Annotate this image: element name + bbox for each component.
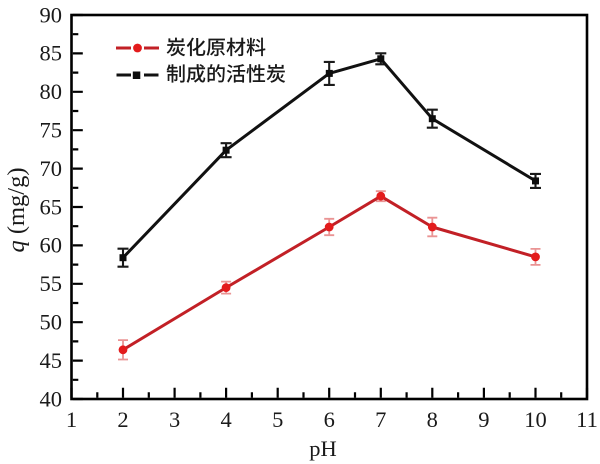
- svg-text:6: 6: [324, 407, 335, 432]
- svg-text:1: 1: [66, 407, 77, 432]
- svg-text:7: 7: [375, 407, 386, 432]
- svg-text:q (mg/g): q (mg/g): [3, 167, 30, 252]
- svg-text:55: 55: [40, 271, 63, 296]
- svg-text:45: 45: [40, 348, 63, 373]
- svg-text:80: 80: [40, 79, 63, 104]
- svg-text:9: 9: [478, 407, 489, 432]
- svg-text:40: 40: [40, 386, 63, 411]
- svg-text:60: 60: [40, 233, 63, 258]
- svg-text:10: 10: [524, 407, 547, 432]
- svg-text:65: 65: [40, 194, 63, 219]
- svg-text:90: 90: [40, 2, 63, 27]
- svg-text:85: 85: [40, 41, 63, 66]
- svg-text:8: 8: [427, 407, 438, 432]
- svg-text:3: 3: [169, 407, 180, 432]
- svg-text:75: 75: [40, 118, 63, 143]
- svg-text:pH: pH: [309, 436, 337, 461]
- svg-text:50: 50: [40, 310, 63, 335]
- svg-text:2: 2: [117, 407, 128, 432]
- svg-text:5: 5: [272, 407, 283, 432]
- svg-text:11: 11: [576, 407, 598, 432]
- svg-text:4: 4: [220, 407, 231, 432]
- svg-text:70: 70: [40, 156, 63, 181]
